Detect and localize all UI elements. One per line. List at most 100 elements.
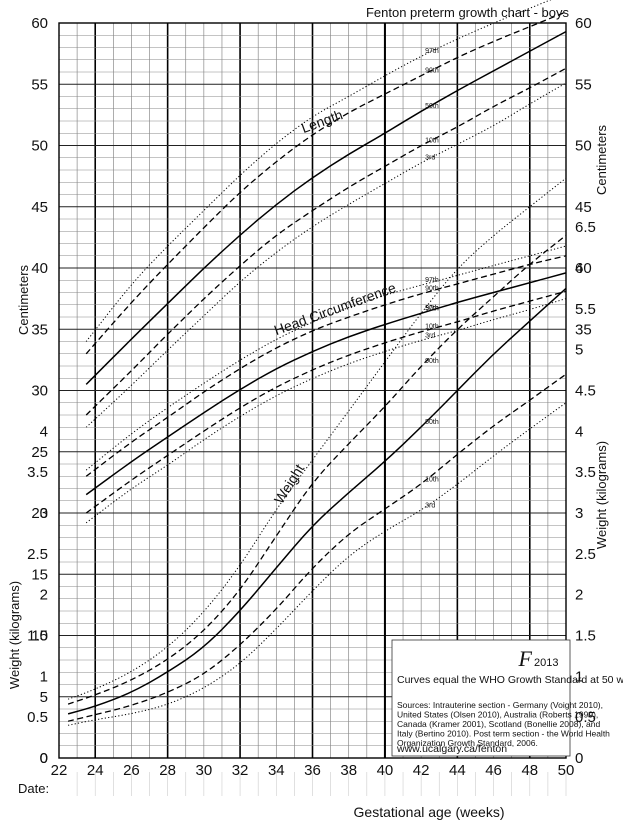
source-line: Italy (Bertino 2010). Post term section …	[397, 729, 610, 739]
x-tick-label: 50	[558, 762, 575, 779]
logo-year: 2013	[534, 657, 558, 669]
x-tick-label: 22	[51, 762, 68, 779]
right-kg-tick-label: 6	[575, 260, 583, 277]
source-line: Organization Growth Standard, 2006.	[397, 738, 538, 748]
right-kg-tick-label: 1.5	[575, 627, 596, 644]
left-kg-tick-label: 0.5	[27, 709, 48, 726]
left-kg-tick-label: 4	[40, 423, 48, 440]
x-tick-label: 34	[268, 762, 285, 779]
weight-50th-label: 50th	[425, 419, 439, 426]
left-cm-tick-label: 50	[31, 138, 48, 155]
x-tick-label: 28	[159, 762, 176, 779]
head-circumference-50th-line	[85, 272, 567, 496]
left-kg-tick-label: 2.5	[27, 546, 48, 563]
x-tick-label: 44	[449, 762, 466, 779]
weight-90th-line	[67, 234, 567, 705]
right-cm-tick-label: 45	[575, 199, 592, 216]
left-cm-tick-label: 45	[31, 199, 48, 216]
weight-10th-line	[67, 373, 567, 722]
left-axis-upper-label: Centimeters	[16, 264, 31, 335]
right-kg-tick-label: 3.5	[575, 464, 596, 481]
right-kg-tick-label: 0	[575, 750, 583, 767]
x-tick-label: 48	[521, 762, 538, 779]
length-3rd-label: 3rd	[425, 155, 435, 162]
left-axis-lower-label: Weight (kilograms)	[7, 581, 22, 689]
right-kg-tick-label: 6.5	[575, 219, 596, 236]
x-tick-label: 32	[232, 762, 249, 779]
length-10th-line	[85, 67, 567, 416]
left-kg-tick-label: 1	[40, 668, 48, 685]
x-tick-label: 40	[377, 762, 394, 779]
right-kg-tick-label: 1	[575, 668, 583, 685]
notes-box: F 2013 Curves equal the WHO Growth Stand…	[391, 639, 623, 757]
date-label: Date:	[18, 781, 49, 796]
left-cm-tick-label: 35	[31, 321, 48, 338]
left-kg-tick-label: 2	[40, 587, 48, 604]
length-3rd-line	[85, 82, 567, 428]
length-50th-line	[85, 30, 567, 385]
weight-90th-label: 90th	[425, 358, 439, 365]
left-cm-tick-label: 55	[31, 76, 48, 93]
head-circumference-90th-label: 90th	[425, 286, 439, 293]
length-50th-label: 50th	[425, 103, 439, 110]
who-note: Curves equal the WHO Growth Standard at …	[397, 674, 623, 686]
x-axis-label: Gestational age (weeks)	[354, 804, 505, 820]
head-circumference-3rd-line	[85, 298, 567, 524]
source-line: United States (Olsen 2010), Australia (R…	[397, 710, 598, 720]
left-cm-tick-label: 5	[40, 689, 48, 706]
right-cm-tick-label: 35	[575, 321, 592, 338]
weight-10th-label: 10th	[425, 476, 439, 483]
left-kg-tick-label: 1.5	[27, 627, 48, 644]
head-circumference-90th-line	[85, 255, 567, 477]
length-90th-line	[85, 11, 567, 355]
x-tick-label: 38	[340, 762, 357, 779]
sources-text: Sources: Intrauterine section - Germany …	[397, 700, 610, 748]
right-kg-tick-label: 5.5	[575, 301, 596, 318]
plot-frame	[58, 22, 567, 759]
head-circumference-97th-line	[85, 245, 567, 471]
x-tick-label: 36	[304, 762, 321, 779]
right-kg-tick-label: 5	[575, 342, 583, 359]
x-tick-label: 46	[485, 762, 502, 779]
weight-97th-line	[67, 177, 567, 700]
left-cm-tick-label: 20	[31, 505, 48, 522]
weight-50th-line	[67, 287, 567, 715]
head-circumference-50th-label: 50th	[425, 305, 439, 312]
left-cm-tick-label: 0	[40, 750, 48, 767]
chart-axes: 22 24 26 28 30 32 34 36 38 40 42 44 46 48 500510152025…	[27, 15, 596, 779]
right-kg-tick-label: 4	[575, 423, 583, 440]
x-tick-label: 42	[413, 762, 430, 779]
left-cm-tick-label: 30	[31, 383, 48, 400]
left-cm-tick-label: 10	[31, 628, 48, 645]
left-kg-tick-label: 3.5	[27, 464, 48, 481]
head-circumference-10th-label: 10th	[425, 324, 439, 331]
right-cm-tick-label: 55	[575, 76, 592, 93]
left-kg-tick-label: 0	[40, 750, 48, 767]
left-kg-tick-label: 3	[40, 505, 48, 522]
length-97th-line	[85, 0, 552, 342]
right-kg-tick-label: 4.5	[575, 382, 596, 399]
chart-title: Fenton preterm growth chart - boys	[366, 5, 570, 20]
right-axis-lower-label: Weight (kilograms)	[594, 441, 609, 549]
right-kg-tick-label: 0.5	[575, 709, 596, 726]
head-circumference-3rd-label: 3rd	[425, 332, 435, 339]
left-cm-tick-label: 40	[31, 260, 48, 277]
left-cm-tick-label: 25	[31, 444, 48, 461]
head-circumference-10th-line	[85, 290, 567, 514]
right-cm-tick-label: 40	[575, 260, 592, 277]
source-line: Canada (Kramer 2001), Scotland (Bonellie…	[397, 719, 600, 729]
right-kg-tick-label: 3	[575, 505, 583, 522]
left-cm-tick-label: 15	[31, 566, 48, 583]
x-tick-label: 26	[123, 762, 140, 779]
right-kg-tick-label: 2.5	[575, 546, 596, 563]
url-text: www.ucalgary.ca/fenton	[396, 743, 507, 755]
right-cm-tick-label: 60	[575, 15, 592, 32]
weight-3rd-label: 3rd	[425, 503, 435, 510]
right-kg-tick-label: 2	[575, 587, 583, 604]
length-10th-label: 10th	[425, 138, 439, 145]
weight-97th-label: 97th	[425, 305, 439, 312]
right-axis-upper-label: Centimeters	[594, 124, 609, 195]
